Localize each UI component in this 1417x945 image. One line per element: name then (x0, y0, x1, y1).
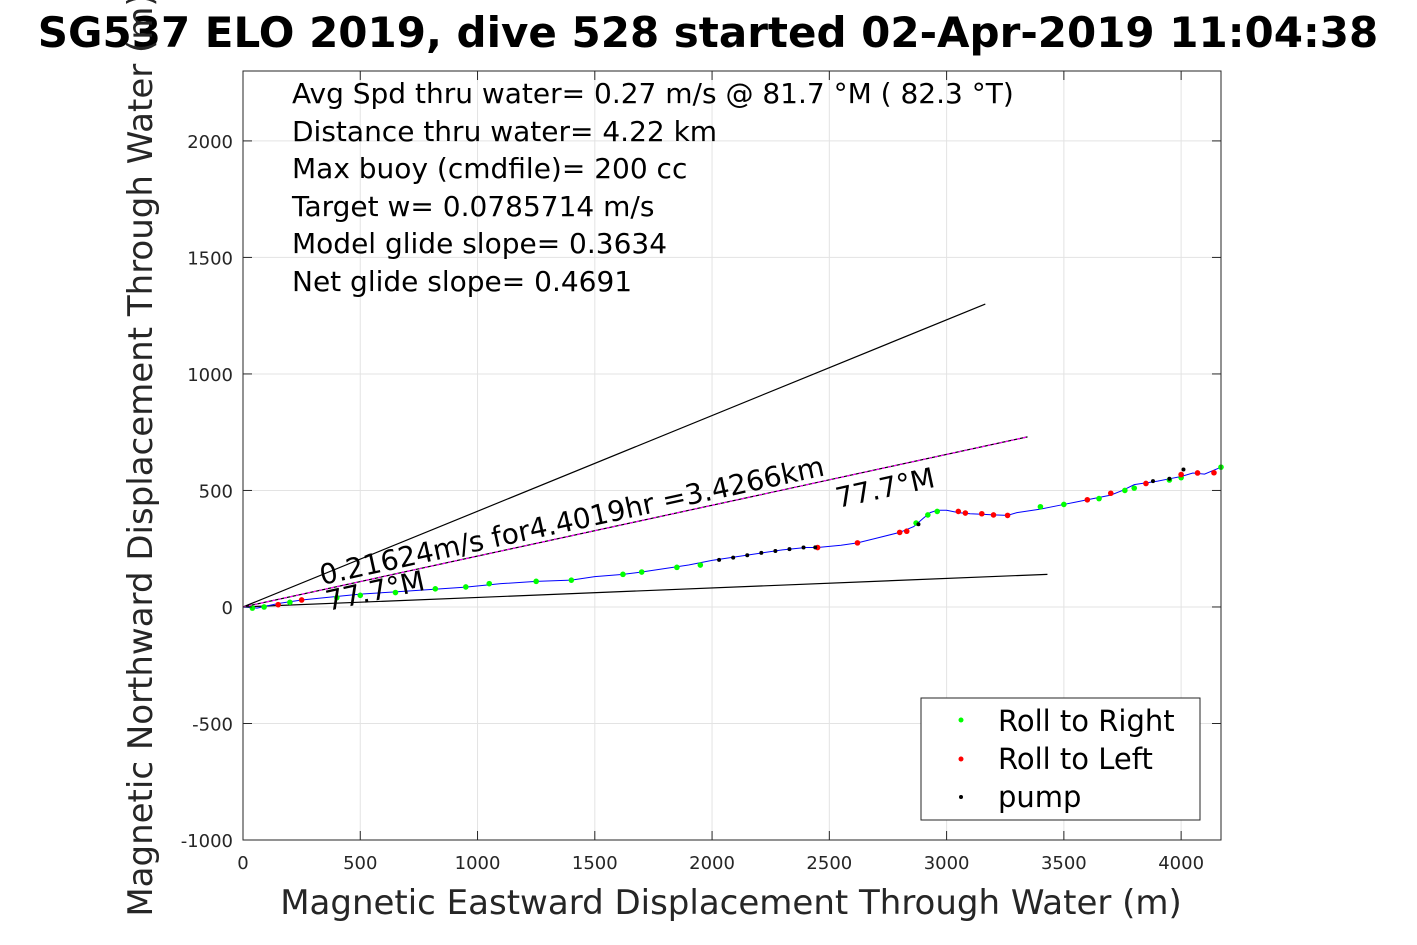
roll-right-marker (1131, 485, 1138, 491)
roll-right-marker (568, 577, 575, 583)
roll-right-marker (638, 569, 645, 575)
reference-lines (242, 303, 1048, 608)
pump-marker (731, 555, 736, 560)
legend: Roll to Right Roll to Left pump (920, 697, 1201, 821)
roll-right-marker (287, 599, 293, 606)
roll-right-marker (463, 584, 469, 590)
roll-right-marker (620, 571, 626, 578)
grid-lines (242, 71, 1221, 841)
pump-marker (1181, 467, 1186, 472)
roll-right-marker (486, 580, 493, 587)
roll-right-marker (249, 605, 256, 611)
pump-marker (916, 522, 921, 527)
roll-left-marker (1143, 480, 1149, 487)
roll-left-marker (1178, 471, 1184, 478)
roll-right-marker (533, 578, 539, 585)
roll-left-marker (275, 601, 281, 608)
annotation-avg-speed: Avg Spd thru water= 0.27 m/s @ 81.7 °M (… (292, 77, 1014, 110)
roll-right-marker (934, 508, 941, 515)
cone-upper-line (242, 303, 986, 608)
annotation-target-w: Target w= 0.0785714 m/s (291, 190, 654, 223)
pump-marker (773, 549, 778, 554)
x-tick-label: 1000 (455, 853, 501, 874)
x-tick-label: 4000 (1158, 853, 1204, 874)
roll-right-marker (392, 589, 399, 596)
roll-right-marker (1037, 503, 1044, 510)
legend-label-roll-right: Roll to Right (998, 704, 1175, 738)
roll-right-marker (1061, 501, 1067, 508)
pump-marker (717, 557, 722, 562)
roll-left-marker (896, 529, 903, 536)
y-tick-label: 0 (222, 598, 233, 619)
roll-right-marker (925, 512, 931, 518)
y-tick-label: -500 (192, 714, 233, 735)
track-line (242, 466, 1222, 609)
legend-label-pump: pump (998, 780, 1081, 814)
roll-right-marker (334, 594, 340, 601)
y-tick-label: 1000 (187, 365, 233, 386)
roll-right-marker (674, 564, 680, 571)
y-tick-label: 1500 (187, 248, 233, 269)
pump-marker (801, 545, 806, 550)
annotation-net-glide-slope: Net glide slope= 0.4691 (292, 265, 632, 298)
annotation-max-buoy: Max buoy (cmdfile)= 200 cc (292, 152, 687, 185)
annotation-model-glide-slope: Model glide slope= 0.3634 (292, 227, 667, 260)
roll-left-marker (1211, 469, 1217, 476)
roll-left-marker (990, 512, 997, 518)
legend-marker-roll-left (958, 756, 964, 762)
y-tick-label: -1000 (181, 831, 233, 852)
roll-left-marker (854, 540, 861, 546)
pump-marker (1167, 476, 1172, 481)
cone-lower-line (242, 573, 1048, 608)
x-tick-label: 0 (237, 853, 248, 874)
roll-left-marker (978, 510, 985, 517)
pump-marker (759, 550, 764, 555)
pump-marker (745, 553, 750, 558)
chart-title: SG537 ELO 2019, dive 528 started 02-Apr-… (38, 8, 1378, 57)
roll-left-marker (298, 597, 305, 603)
track-layer (242, 466, 1222, 609)
roll-left-marker (1194, 470, 1201, 476)
roll-left-marker (1107, 490, 1114, 497)
legend-marker-roll-right (958, 717, 964, 723)
x-tick-label: 3000 (924, 853, 970, 874)
heading-label-upper: 77.7°M (832, 461, 937, 515)
roll-right-marker (697, 562, 704, 568)
tick-layer: 0 500 1000 1500 2000 2500 3000 3500 4000 -1000 -50… (181, 71, 1221, 874)
pump-marker (787, 547, 792, 552)
pump-marker (1150, 479, 1155, 484)
roll-right-marker (357, 592, 364, 599)
y-axis-label: Magnetic Northward Displacement Through … (121, 0, 161, 917)
plot-frame (242, 70, 1222, 841)
x-tick-label: 1500 (572, 853, 618, 874)
x-tick-label: 500 (343, 853, 377, 874)
legend-label-roll-left: Roll to Left (998, 742, 1153, 776)
x-tick-label: 2500 (806, 853, 852, 874)
roll-right-marker (432, 585, 439, 592)
y-tick-label: 500 (199, 481, 233, 502)
x-tick-label: 2000 (689, 853, 735, 874)
roll-left-marker (1084, 496, 1091, 503)
roll-right-marker (261, 604, 267, 610)
roll-left-marker (962, 510, 969, 516)
roll-left-marker (955, 508, 962, 515)
roll-right-marker (1096, 495, 1102, 502)
annotation-distance: Distance thru water= 4.22 km (292, 115, 717, 148)
legend-marker-pump (959, 795, 963, 799)
legend-box (920, 697, 1201, 821)
y-tick-label: 2000 (187, 132, 233, 153)
roll-left-marker (903, 528, 910, 535)
summary-annotations: Avg Spd thru water= 0.27 m/s @ 81.7 °M (… (291, 77, 1014, 298)
roll-left-marker (1004, 512, 1011, 519)
x-axis-label: Magnetic Eastward Displacement Through W… (280, 883, 1182, 923)
marker-layer (249, 464, 1224, 611)
roll-right-marker (1122, 487, 1128, 494)
x-tick-label: 3500 (1041, 853, 1087, 874)
pump-marker (813, 545, 818, 550)
course-line-magenta (242, 436, 1028, 608)
